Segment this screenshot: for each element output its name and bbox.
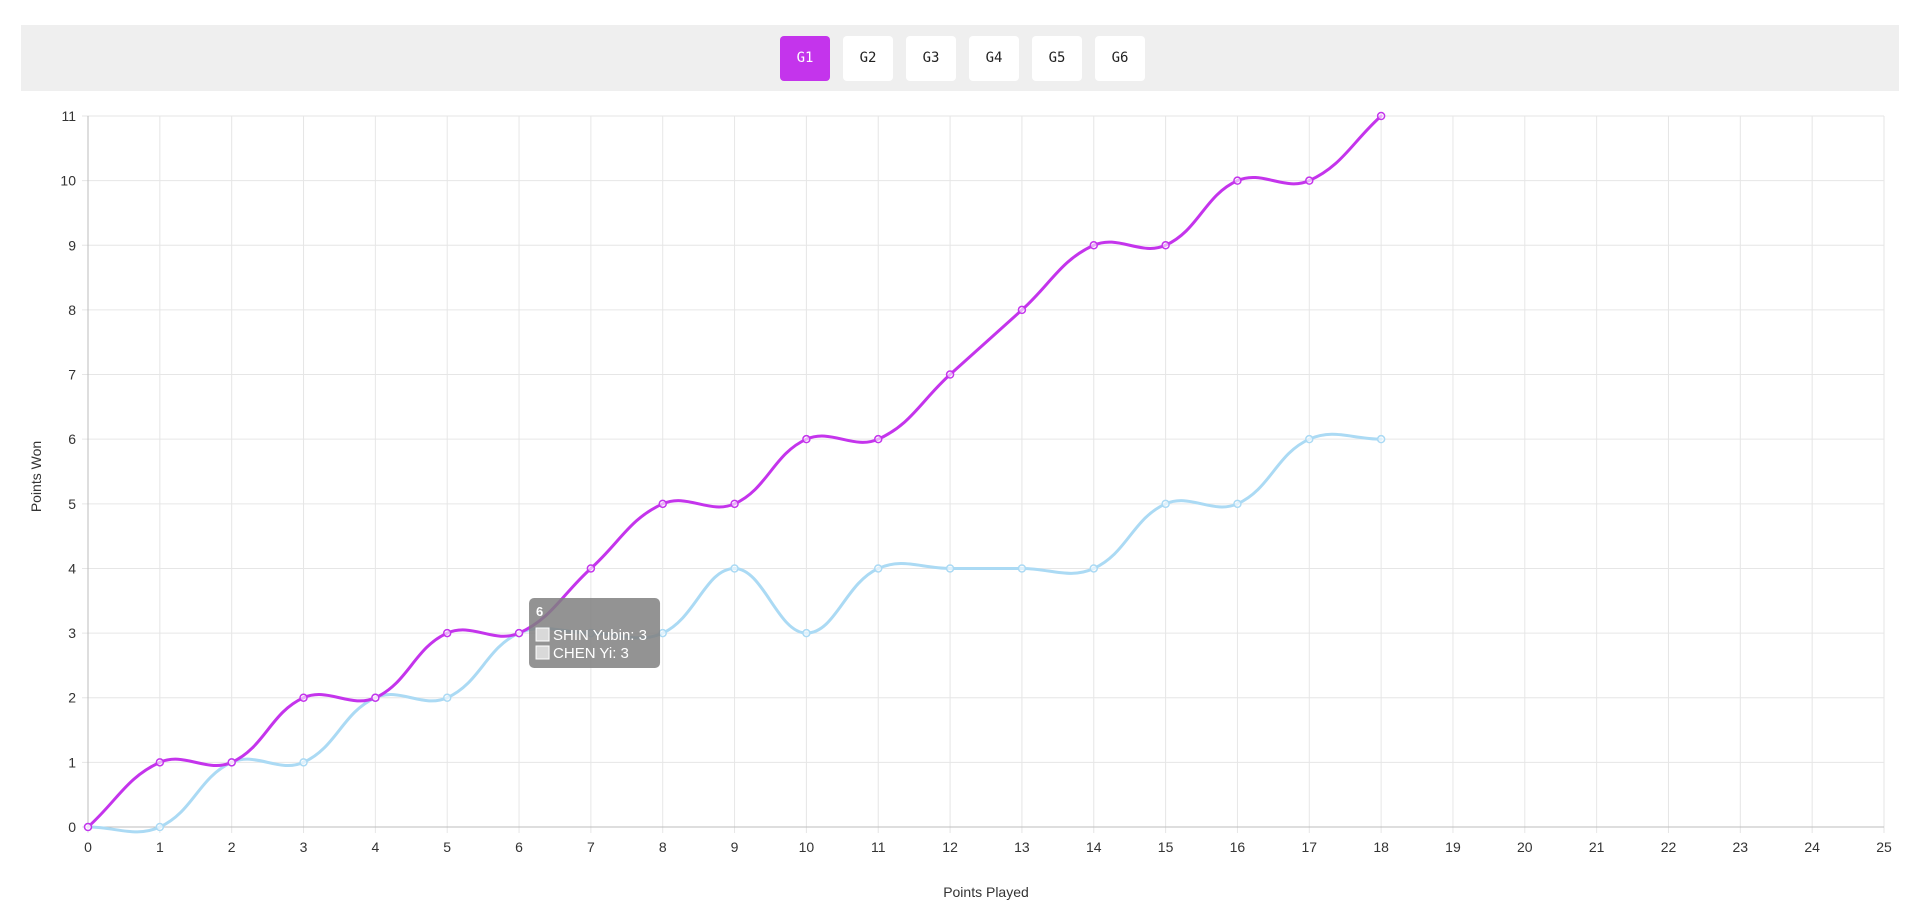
data-point-chen-yi-1 [155,822,165,832]
x-tick-label-16: 16 [1230,839,1246,855]
data-point-chen-yi-18 [1376,434,1386,444]
data-point-shin-yubin-2 [227,758,236,767]
y-tick-label-1: 1 [68,754,76,770]
y-tick-label-3: 3 [68,625,76,641]
data-point-shin-yubin-8 [658,499,667,509]
y-tick-label-5: 5 [68,496,76,512]
x-tick-label-15: 15 [1158,839,1174,855]
x-tick-label-3: 3 [300,839,308,855]
y-tick-label-11: 11 [61,108,76,124]
data-point-shin-yubin-17 [1305,176,1314,185]
tooltip-item-chen-yi: CHEN Yi: 3 [553,645,629,662]
tab-g6[interactable]: G6 [1095,36,1145,81]
data-point-shin-yubin-12 [945,370,955,379]
tick-labels: 0 1 2 3 4 5 6 7 8 9 10 11 12 13 14 15 16 17 18 19 20 21 22 23 24… [60,108,1892,855]
game-tab-bar: G1 G2 G3 G4 G5 G6 [21,25,1899,91]
x-tick-label-0: 0 [84,839,92,855]
x-tick-label-19: 19 [1445,839,1461,855]
data-point-chen-yi-10 [802,628,811,638]
x-tick-label-6: 6 [515,839,523,855]
y-tick-label-8: 8 [68,302,76,318]
tab-g3[interactable]: G3 [906,36,956,81]
x-tick-label-10: 10 [799,839,815,855]
data-point-chen-yi-15 [1161,499,1170,509]
y-tick-label-2: 2 [68,690,76,706]
x-tick-label-9: 9 [731,839,739,855]
x-tick-label-25: 25 [1876,839,1892,855]
axes [87,116,1884,828]
data-point-chen-yi-12 [945,564,955,573]
y-tick-label-7: 7 [68,367,76,383]
data-point-chen-yi-16 [1233,499,1242,509]
tooltip-swatch-shin-yubin [535,627,550,642]
x-tick-label-8: 8 [659,839,667,855]
data-point-chen-yi-9 [730,564,739,573]
data-point-shin-yubin-10 [802,434,811,444]
data-point-shin-yubin-18 [1376,111,1386,121]
tooltip-title: 6 [536,604,543,619]
data-points [83,111,1386,832]
x-tick-label-7: 7 [587,839,595,855]
x-tick-label-14: 14 [1086,839,1102,855]
data-point-shin-yubin-16 [1233,176,1242,185]
x-tick-label-11: 11 [871,839,886,855]
x-tick-label-2: 2 [228,839,236,855]
x-tick-label-21: 21 [1589,839,1605,855]
data-point-shin-yubin-14 [1089,241,1099,250]
y-tick-label-4: 4 [68,560,76,576]
data-point-shin-yubin-13 [1017,305,1027,315]
data-point-chen-yi-17 [1305,434,1314,444]
x-tick-label-12: 12 [942,839,958,855]
x-tick-label-5: 5 [443,839,451,855]
y-tick-label-6: 6 [68,431,76,447]
x-tick-label-18: 18 [1373,839,1389,855]
x-tick-label-24: 24 [1804,839,1820,855]
x-tick-label-1: 1 [156,839,164,855]
data-point-shin-yubin-11 [873,434,883,444]
y-tick-label-9: 9 [68,237,76,253]
tab-g1[interactable]: G1 [780,36,830,81]
tab-g2[interactable]: G2 [843,36,893,81]
data-point-shin-yubin-9 [730,499,739,509]
data-point-shin-yubin-5 [442,628,452,638]
y-tick-label-10: 10 [60,173,76,189]
tab-g4[interactable]: G4 [969,36,1019,81]
data-point-chen-yi-3 [299,758,308,767]
data-point-chen-yi-13 [1017,564,1027,573]
data-point-chen-yi-11 [873,564,883,573]
data-point-shin-yubin-3 [299,693,308,702]
data-point-shin-yubin-6 [514,628,524,638]
y-tick-label-0: 0 [68,819,76,835]
tooltip-item-shin-yubin: SHIN Yubin: 3 [553,627,647,644]
data-point-chen-yi-5 [442,693,452,702]
data-point-chen-yi-14 [1089,564,1099,573]
tooltip-swatch-chen-yi [535,645,550,660]
data-point-shin-yubin-4 [371,693,380,702]
x-tick-label-23: 23 [1733,839,1749,855]
tab-g5[interactable]: G5 [1032,36,1082,81]
tooltip-background [529,598,661,668]
data-point-shin-yubin-1 [155,758,165,767]
y-axis-title: Points Won [28,441,44,512]
x-tick-label-13: 13 [1014,839,1030,855]
data-point-shin-yubin-7 [586,564,596,573]
x-axis-title: Points Played [943,884,1029,900]
x-tick-label-22: 22 [1661,839,1677,855]
grid [82,115,1885,833]
x-tick-label-17: 17 [1301,839,1317,855]
x-tick-label-4: 4 [371,839,379,855]
data-point-shin-yubin-0 [83,822,93,832]
data-point-shin-yubin-15 [1161,241,1170,250]
data-point-chen-yi-8 [658,628,667,638]
tooltip: 6 SHIN Yubin: 3 CHEN Yi: 3 [529,598,661,668]
x-tick-label-20: 20 [1517,839,1533,855]
